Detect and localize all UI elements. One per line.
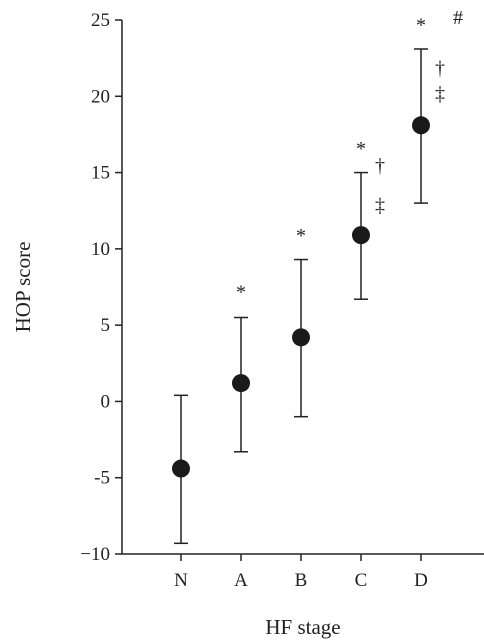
x-tick-label: A: [234, 570, 248, 591]
significance-marker: ‡: [375, 195, 385, 217]
x-tick-label: N: [174, 570, 188, 591]
significance-marker: †: [435, 57, 445, 79]
mean-point: [292, 328, 310, 347]
y-tick-label: 15: [91, 163, 110, 184]
y-tick-label: 5: [101, 315, 111, 336]
mean-point: [232, 374, 250, 393]
x-axis-title: HF stage: [265, 615, 340, 639]
x-tick-label: B: [295, 570, 308, 591]
significance-marker: #: [453, 7, 463, 29]
y-axis-title: HOP score: [11, 242, 35, 333]
significance-marker: ‡: [435, 83, 445, 105]
y-tick-label: 0: [101, 391, 111, 412]
significance-marker: *: [416, 15, 426, 37]
y-tick-label: 25: [91, 10, 110, 31]
y-tick-label: 10: [91, 239, 110, 260]
x-tick-label: C: [355, 570, 368, 591]
mean-point: [172, 459, 190, 478]
y-tick-label: 20: [91, 86, 110, 107]
y-axis: −10 -5 0 5 10 15 20 25: [80, 10, 123, 565]
y-tick-label: -5: [94, 468, 110, 489]
significance-marker: †: [375, 155, 385, 177]
mean-point: [352, 226, 370, 245]
significance-marker: *: [236, 282, 246, 304]
x-tick-label: D: [414, 570, 428, 591]
significance-markers: * * * † ‡ * † ‡ #: [236, 7, 463, 304]
significance-marker: *: [356, 138, 366, 160]
y-ticks: −10 -5 0 5 10 15 20 25: [80, 10, 122, 565]
data-points: [172, 116, 430, 478]
y-tick-label: −10: [80, 544, 110, 565]
error-bars: [174, 48, 428, 545]
significance-marker: *: [296, 225, 306, 247]
mean-point: [412, 116, 430, 135]
